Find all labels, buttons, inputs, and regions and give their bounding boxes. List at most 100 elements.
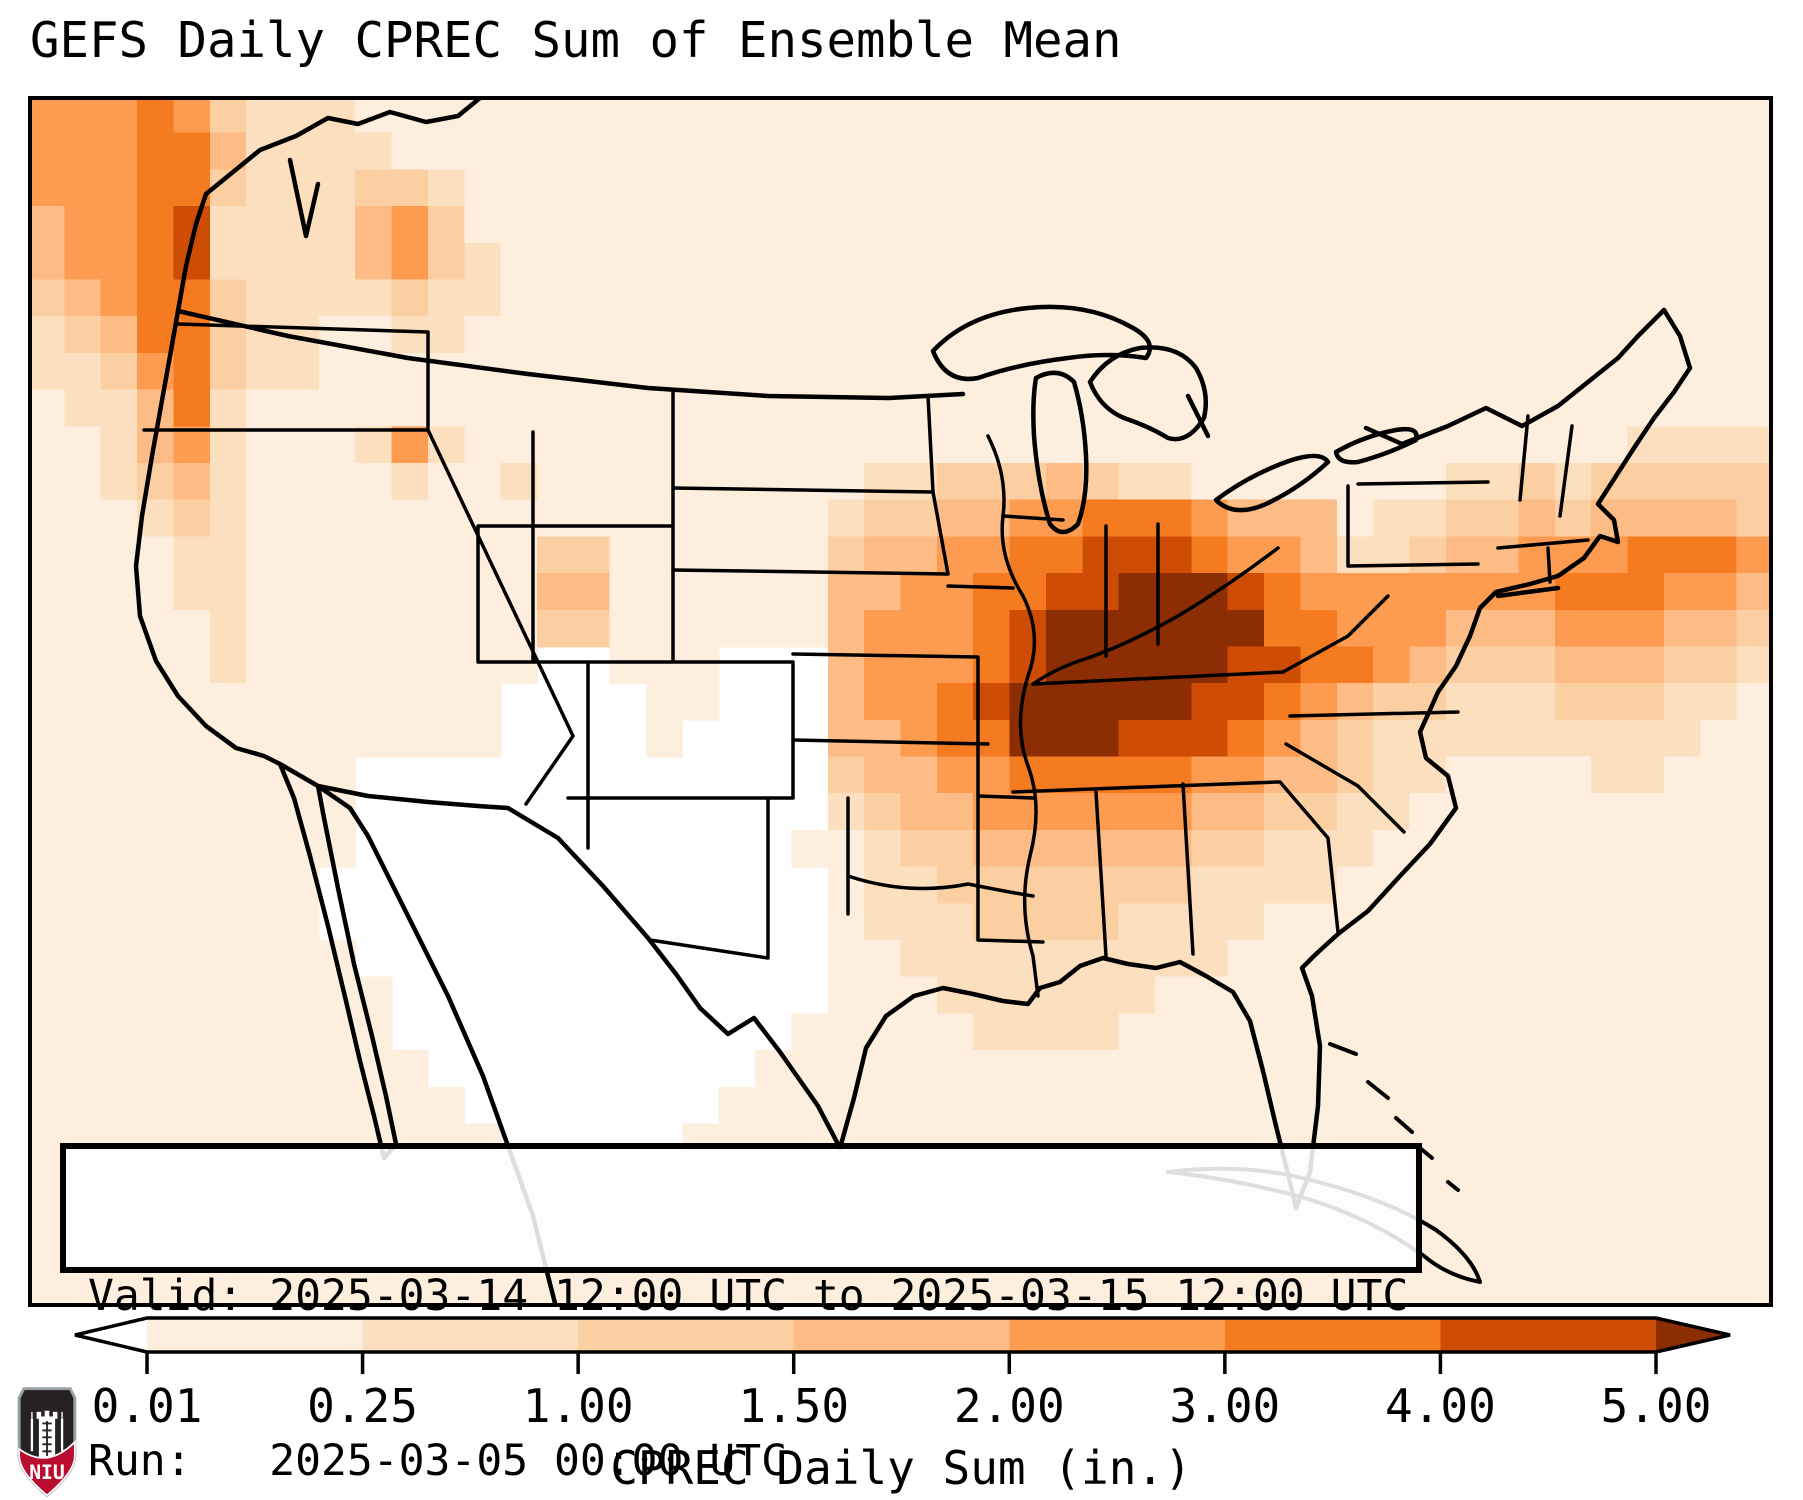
- precip-cell: [1700, 316, 1738, 354]
- precip-cell: [1300, 96, 1338, 134]
- precip-cell: [1700, 1086, 1738, 1125]
- precip-cell: [100, 683, 138, 721]
- precip-cell: [282, 279, 320, 317]
- precip-cell: [137, 756, 175, 795]
- precip-cell: [1445, 279, 1483, 317]
- precip-cell: [28, 389, 66, 428]
- precip-cell: [864, 279, 902, 317]
- precip-cell: [1264, 132, 1302, 171]
- precip-cell: [973, 609, 1011, 648]
- precip-cell: [100, 206, 138, 244]
- precip-cell: [1663, 903, 1702, 941]
- precip-cell: [682, 352, 720, 391]
- precip-cell: [500, 1270, 538, 1307]
- precip-cell: [1409, 719, 1447, 758]
- precip-cell: [1445, 573, 1483, 611]
- precip-cell: [1627, 683, 1665, 721]
- precip-cell: [936, 829, 974, 868]
- precip-cell: [609, 169, 647, 207]
- precip-cell: [391, 646, 429, 684]
- precip-cell: [936, 609, 974, 648]
- precip-cell: [573, 499, 611, 538]
- precip-cell: [173, 940, 211, 978]
- precip-cell: [900, 132, 938, 171]
- precip-cell: [718, 609, 756, 648]
- precip-cell: [1554, 132, 1593, 171]
- precip-cell: [1300, 132, 1338, 171]
- precip-cell: [1627, 793, 1665, 831]
- precip-cell: [173, 903, 211, 941]
- precip-cell: [755, 573, 793, 611]
- precip-cell: [973, 206, 1011, 244]
- precip-cell: [1591, 1013, 1629, 1051]
- precip-cell: [1409, 536, 1447, 574]
- precip-cell: [209, 940, 247, 978]
- precip-cell: [1045, 316, 1084, 354]
- precip-cell: [718, 96, 756, 134]
- precip-cell: [1663, 242, 1702, 281]
- precip-cell: [1118, 976, 1156, 1015]
- precip-cell: [1045, 536, 1084, 574]
- precip-cell: [1082, 976, 1120, 1015]
- precip-cell: [1082, 683, 1120, 721]
- precip-cell: [1264, 242, 1302, 281]
- precip-cell: [427, 1270, 466, 1307]
- precip-cell: [1554, 829, 1593, 868]
- precip-cell: [1445, 719, 1483, 758]
- precip-cell: [28, 1160, 66, 1198]
- precip-cell: [1518, 132, 1556, 171]
- lake-erie: [1213, 453, 1331, 513]
- precip-cell: [1482, 279, 1520, 317]
- precip-cell: [1518, 206, 1556, 244]
- colorbar-segment: [147, 1318, 364, 1352]
- precip-cell: [1191, 1050, 1229, 1088]
- precip-cell: [28, 1123, 66, 1162]
- precip-cell: [1373, 793, 1411, 831]
- precip-cell: [1482, 756, 1520, 795]
- precip-cell: [100, 1086, 138, 1125]
- precip-cell: [791, 242, 829, 281]
- precip-cell: [646, 573, 684, 611]
- precip-cell: [173, 132, 211, 171]
- precip-cell: [1227, 1270, 1265, 1307]
- precip-cell: [1154, 940, 1193, 978]
- precip-cell: [1663, 609, 1702, 648]
- precip-cell: [1227, 242, 1265, 281]
- precip-cell: [318, 646, 356, 684]
- precip-cell: [1700, 206, 1738, 244]
- precip-cell: [1591, 1050, 1629, 1088]
- precip-cell: [1518, 1050, 1556, 1088]
- precip-cell: [391, 316, 429, 354]
- precip-cell: [1154, 206, 1193, 244]
- precip-cell: [827, 462, 865, 501]
- precip-cell: [1154, 536, 1193, 574]
- precip-cell: [137, 573, 175, 611]
- precip-cell: [1736, 352, 1773, 391]
- precip-cell: [1300, 279, 1338, 317]
- precip-cell: [936, 499, 974, 538]
- precip-cell: [1518, 1270, 1556, 1307]
- precip-cell: [209, 96, 247, 134]
- precip-cell: [1663, 1013, 1702, 1051]
- precip-cell: [1082, 1086, 1120, 1125]
- precip-cell: [682, 646, 720, 684]
- precip-cell: [1045, 793, 1084, 831]
- precip-cell: [864, 499, 902, 538]
- precip-cell: [1154, 573, 1193, 611]
- precip-cell: [28, 169, 66, 207]
- precip-cell: [1591, 1196, 1629, 1235]
- precip-cell: [1554, 1050, 1593, 1088]
- precip-cell: [100, 976, 138, 1015]
- colorbar-segment: [578, 1318, 795, 1352]
- precip-cell: [646, 462, 684, 501]
- colorbar-tick-label: 5.00: [1601, 1379, 1712, 1433]
- precip-cell: [864, 169, 902, 207]
- precip-cell: [246, 1013, 284, 1051]
- precip-cell: [1409, 866, 1447, 905]
- precip-cell: [28, 1270, 66, 1307]
- great-lakes-layer: [930, 304, 1419, 535]
- precip-cell: [973, 940, 1011, 978]
- precip-cell: [64, 132, 102, 171]
- precip-cell: [1627, 1013, 1665, 1051]
- precip-cell: [427, 646, 466, 684]
